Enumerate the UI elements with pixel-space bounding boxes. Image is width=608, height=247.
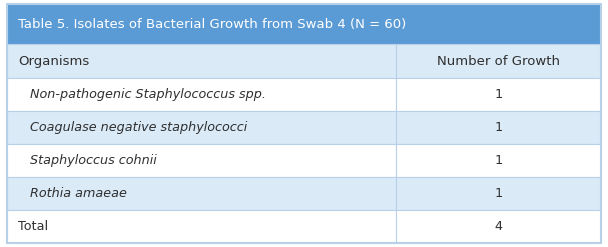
- Text: 4: 4: [494, 220, 502, 233]
- Text: Table 5. Isolates of Bacterial Growth from Swab 4 (N = 60): Table 5. Isolates of Bacterial Growth fr…: [18, 18, 407, 31]
- Text: Total: Total: [18, 220, 49, 233]
- Text: 1: 1: [494, 121, 502, 134]
- Text: Staphyloccus cohnii: Staphyloccus cohnii: [30, 154, 157, 167]
- Bar: [7, 177, 396, 210]
- Bar: [7, 111, 396, 144]
- Text: Non-pathogenic Staphylococcus spp.: Non-pathogenic Staphylococcus spp.: [30, 88, 266, 101]
- Bar: [396, 177, 601, 210]
- Bar: [7, 210, 396, 243]
- Bar: [7, 144, 396, 177]
- Text: Organisms: Organisms: [18, 55, 89, 68]
- Text: 1: 1: [494, 187, 502, 200]
- Bar: [396, 78, 601, 111]
- Text: 1: 1: [494, 88, 502, 101]
- Text: Rothia amaeae: Rothia amaeae: [30, 187, 127, 200]
- Bar: [396, 44, 601, 78]
- Text: Number of Growth: Number of Growth: [437, 55, 560, 68]
- Text: Coagulase negative staphylococci: Coagulase negative staphylococci: [30, 121, 247, 134]
- Bar: [396, 144, 601, 177]
- Bar: [396, 210, 601, 243]
- Bar: [396, 111, 601, 144]
- Bar: [7, 44, 396, 78]
- Text: 1: 1: [494, 154, 502, 167]
- Bar: [7, 78, 396, 111]
- Bar: [7, 4, 601, 44]
